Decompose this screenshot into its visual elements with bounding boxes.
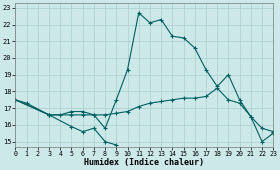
X-axis label: Humidex (Indice chaleur): Humidex (Indice chaleur) xyxy=(84,158,204,167)
